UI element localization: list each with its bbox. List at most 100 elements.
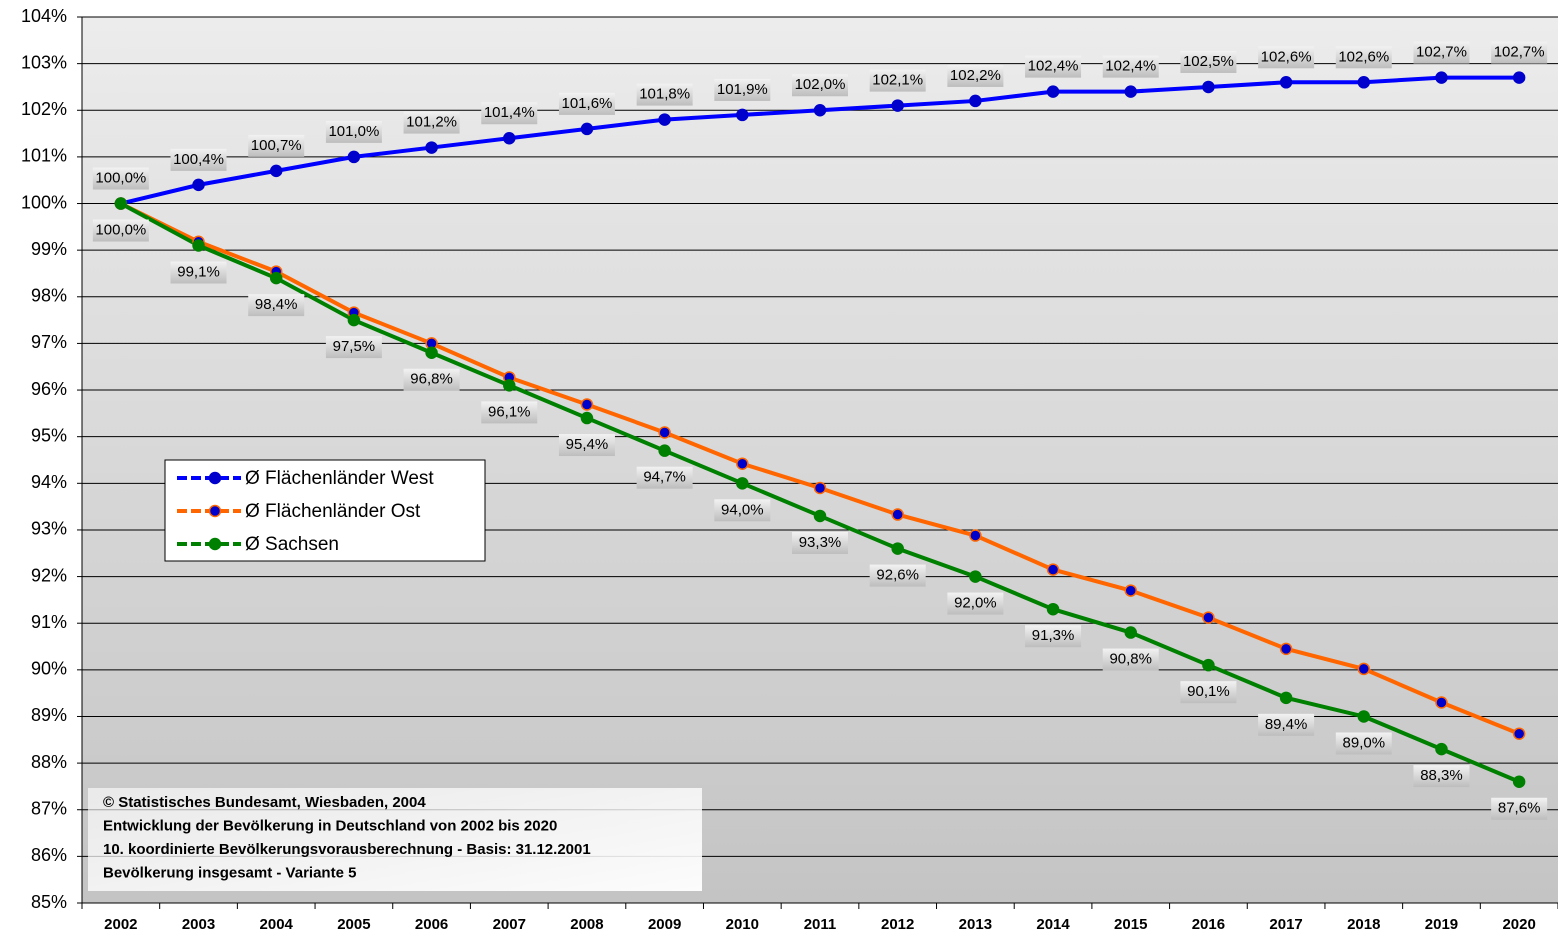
value-label-box — [1258, 713, 1315, 736]
data-point — [813, 104, 827, 117]
data-point — [1357, 76, 1371, 89]
legend-label: Ø Sachsen — [245, 534, 339, 555]
value-label: 101,9% — [717, 81, 768, 98]
value-label: 101,4% — [484, 104, 535, 121]
value-label-box — [1491, 41, 1548, 64]
value-label-box — [325, 120, 382, 143]
data-point — [1435, 696, 1448, 709]
value-label-box — [714, 499, 771, 522]
y-tick-label: 99% — [31, 239, 67, 259]
data-point — [813, 509, 827, 523]
data-point — [503, 379, 516, 392]
data-point — [1435, 742, 1448, 756]
value-label-box — [558, 92, 615, 115]
y-tick-label: 93% — [31, 519, 67, 539]
x-tick-label: 2013 — [959, 916, 992, 933]
value-label: 101,8% — [639, 86, 690, 103]
annotation-line: © Statistisches Bundesamt, Wiesbaden, 20… — [103, 794, 426, 811]
y-tick-label: 102% — [21, 99, 67, 119]
y-tick-label: 104% — [21, 6, 67, 26]
value-label-box — [869, 69, 926, 92]
data-point — [425, 346, 438, 359]
data-point — [192, 239, 205, 252]
data-point — [1279, 642, 1293, 656]
x-tick-label: 2006 — [415, 916, 448, 933]
value-label: 102,2% — [950, 67, 1001, 84]
data-point — [1202, 611, 1215, 624]
data-point — [269, 164, 283, 178]
y-tick-label: 103% — [21, 52, 67, 72]
legend: Ø Flächenländer West Ø Flächenländer Ost Ø… — [164, 459, 486, 562]
value-label: 102,0% — [795, 76, 846, 93]
value-label-box — [92, 219, 149, 242]
data-point — [580, 411, 594, 425]
value-label: 102,6% — [1261, 48, 1312, 65]
y-tick-label: 88% — [31, 752, 67, 772]
value-label: 91,3% — [1032, 627, 1075, 644]
value-label: 100,0% — [95, 169, 146, 186]
value-label: 102,5% — [1183, 53, 1234, 70]
value-label-box — [1025, 55, 1082, 78]
value-label-box — [636, 83, 693, 106]
value-label: 93,3% — [799, 534, 842, 551]
data-point — [1512, 775, 1526, 789]
data-point — [580, 398, 594, 411]
data-point — [1435, 71, 1448, 84]
data-point — [969, 529, 982, 542]
data-point — [1512, 727, 1526, 740]
data-point — [969, 570, 982, 583]
y-tick-label: 90% — [31, 659, 67, 679]
value-label: 100,4% — [173, 151, 224, 168]
x-tick-label: 2017 — [1269, 916, 1302, 933]
data-point — [891, 99, 904, 112]
y-tick-label: 91% — [31, 612, 67, 632]
y-tick-label: 96% — [31, 379, 67, 399]
annotation-line: Bevölkerung insgesamt - Variante 5 — [103, 864, 356, 881]
value-label: 102,7% — [1416, 44, 1467, 61]
value-label: 94,7% — [643, 469, 686, 486]
data-point — [969, 94, 982, 108]
value-label-box — [1413, 41, 1470, 64]
value-label: 102,6% — [1338, 48, 1389, 65]
data-point — [1124, 85, 1137, 98]
value-label-box — [1335, 46, 1392, 69]
value-label: 90,8% — [1109, 651, 1152, 668]
value-label: 89,0% — [1343, 734, 1386, 751]
data-point — [736, 477, 749, 490]
data-point — [1357, 662, 1371, 676]
x-tick-label: 2012 — [881, 916, 914, 933]
data-point — [1202, 658, 1215, 672]
value-label-box — [869, 564, 926, 587]
data-point — [1124, 626, 1137, 639]
x-tick-label: 2020 — [1502, 916, 1535, 933]
value-label: 89,4% — [1265, 716, 1308, 733]
value-label-box — [947, 64, 1004, 87]
value-label-box — [1258, 46, 1315, 69]
value-label: 102,4% — [1105, 58, 1156, 75]
data-point — [736, 457, 749, 470]
annotation-line: 10. koordinierte Bevölkerungsvorausberec… — [103, 841, 591, 858]
value-label-box — [636, 466, 693, 489]
y-tick-label: 89% — [31, 705, 67, 725]
data-point — [658, 113, 671, 126]
x-tick-label: 2015 — [1114, 916, 1147, 933]
value-label: 102,1% — [872, 72, 923, 89]
data-point — [1279, 76, 1293, 89]
data-point — [1124, 584, 1137, 597]
data-point — [1046, 563, 1060, 576]
x-tick-label: 2005 — [337, 916, 370, 933]
data-point — [891, 542, 904, 555]
x-tick-label: 2011 — [804, 916, 837, 933]
data-point — [658, 426, 671, 439]
value-label-box — [1180, 50, 1237, 73]
legend-marker — [208, 471, 222, 485]
value-label-box — [1413, 765, 1470, 788]
value-label-box — [248, 294, 305, 317]
value-label: 92,6% — [876, 567, 919, 584]
x-tick-label: 2003 — [182, 916, 215, 933]
data-point — [347, 313, 361, 327]
value-label-box — [92, 167, 149, 190]
annotation-box — [88, 788, 702, 891]
value-label-box — [248, 134, 305, 157]
